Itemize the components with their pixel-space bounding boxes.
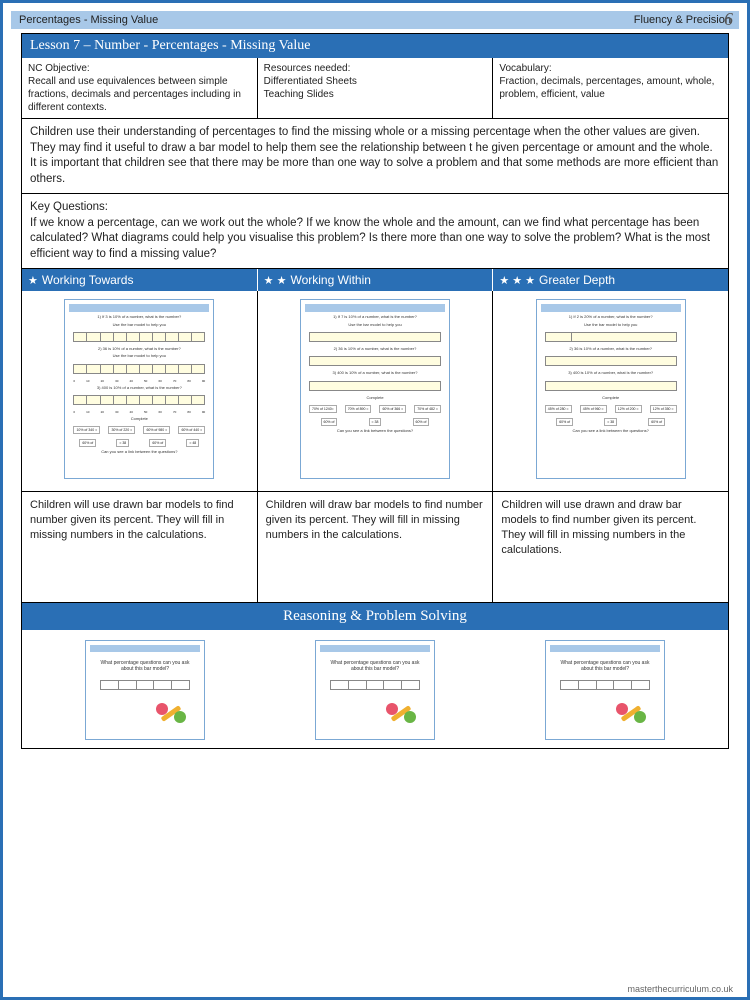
main-paragraph: Children use their understanding of perc… — [22, 119, 728, 194]
ws-complete: Complete — [541, 396, 681, 400]
ws-complete-row: 70% of 1240= 70% of 890 = 60% of 366 = 7… — [305, 405, 445, 413]
ws-bar — [73, 332, 205, 342]
ws-thumb-header — [305, 304, 445, 312]
ws-bar — [73, 395, 205, 405]
rps-q: What percentage questions can you ask ab… — [320, 660, 430, 672]
resources-label: Resources needed: — [264, 62, 487, 75]
vocab-cell: Vocabulary: Fraction, decimals, percenta… — [493, 58, 728, 118]
percent-icon — [156, 703, 186, 723]
ws-thumb-header — [541, 304, 681, 312]
ws-q: 1) If 7 is 10% of a number, what is the … — [305, 315, 445, 319]
nc-text: Recall and use equivalences between simp… — [28, 75, 251, 114]
star-icon: ★ ★ ★ — [499, 274, 535, 287]
worksheet-cell-1: 1) If 3 is 10% of a number, what is the … — [22, 291, 258, 491]
ws-thumb-header — [90, 645, 200, 652]
worksheet-thumb: 1) If 3 is 10% of a number, what is the … — [64, 299, 214, 479]
ws-bar — [545, 332, 677, 342]
ws-complete-row: 60% of = 38 60% of — [305, 418, 445, 426]
ws-bar — [545, 381, 677, 391]
ws-bar — [545, 356, 677, 366]
star-icon: ★ — [28, 274, 38, 287]
worksheet-cell-3: 1) If 2 is 20% of a number, what is the … — [493, 291, 728, 491]
header-bar: Percentages - Missing Value Fluency & Pr… — [11, 11, 739, 29]
worksheet-thumbs-row: 1) If 3 is 10% of a number, what is the … — [22, 291, 728, 492]
desc-towards: Children will use drawn bar models to fi… — [22, 492, 258, 602]
desc-depth: Children will use drawn and draw bar mod… — [493, 492, 728, 602]
ws-bar — [73, 364, 205, 374]
rps-q: What percentage questions can you ask ab… — [550, 660, 660, 672]
footer: masterthecurriculum.co.uk — [627, 984, 733, 994]
ws-q: Use the bar model to help you — [305, 323, 445, 327]
ws-q: 3) 400 is 10% of a number, what is the n… — [541, 371, 681, 375]
ws-complete-row: 60% of = 38 60% of = 48 — [69, 439, 209, 447]
kq-label: Key Questions: — [30, 200, 720, 216]
rps-thumbs-row: What percentage questions can you ask ab… — [22, 630, 728, 748]
ws-q: 3) 400 is 10% of a number, what is the n… — [69, 386, 209, 390]
rps-thumb: What percentage questions can you ask ab… — [85, 640, 205, 740]
rps-bar — [330, 680, 420, 690]
ws-q: Use the bar model to help you — [69, 323, 209, 327]
diff-header-within: ★ ★ Working Within — [258, 269, 494, 291]
resources-cell: Resources needed: Differentiated Sheets … — [258, 58, 494, 118]
kq-text: If we know a percentage, can we work out… — [30, 216, 720, 263]
ws-q: 2) 36 is 10% of a number, what is the nu… — [305, 347, 445, 351]
ws-thumb-header — [320, 645, 430, 652]
star-icon: ★ ★ — [264, 274, 287, 287]
vocab-text: Fraction, decimals, percentages, amount,… — [499, 75, 722, 101]
rps-thumb: What percentage questions can you ask ab… — [315, 640, 435, 740]
ws-thumb-header — [69, 304, 209, 312]
ws-bar — [309, 332, 441, 342]
worksheet-cell-2: 1) If 7 is 10% of a number, what is the … — [258, 291, 494, 491]
rps-thumb: What percentage questions can you ask ab… — [545, 640, 665, 740]
ws-q: Use the bar model to help you — [541, 323, 681, 327]
ws-q: 2) 36 is 10% of a number, what is the nu… — [541, 347, 681, 351]
ws-complete-row: 60% of = 38 60% of — [541, 418, 681, 426]
ws-q: 1) If 2 is 20% of a number, what is the … — [541, 315, 681, 319]
rps-bar — [560, 680, 650, 690]
ws-bottom: Can you see a link between the questions… — [305, 429, 445, 433]
worksheet-thumb: 1) If 7 is 10% of a number, what is the … — [300, 299, 450, 479]
diff-label: Greater Depth — [539, 273, 615, 287]
ws-bottom: Can you see a link between the questions… — [69, 450, 209, 454]
ws-q: Use the bar model to help you — [69, 354, 209, 358]
page-number: 6 — [724, 9, 733, 30]
vocab-label: Vocabulary: — [499, 62, 722, 75]
rps-header: Reasoning & Problem Solving — [22, 603, 728, 630]
desc-within: Children will draw bar models to find nu… — [258, 492, 494, 602]
objectives-row: NC Objective: Recall and use equivalence… — [22, 58, 728, 119]
worksheet-thumb: 1) If 2 is 20% of a number, what is the … — [536, 299, 686, 479]
ws-complete: Complete — [305, 396, 445, 400]
ws-bottom: Can you see a link between the questions… — [541, 429, 681, 433]
diff-label: Working Within — [290, 273, 370, 287]
key-questions: Key Questions: If we know a percentage, … — [22, 194, 728, 269]
percent-icon — [386, 703, 416, 723]
nc-label: NC Objective: — [28, 62, 251, 75]
ws-complete: Complete — [69, 417, 209, 421]
ws-q: 1) If 3 is 10% of a number, what is the … — [69, 315, 209, 319]
ws-bar — [309, 381, 441, 391]
descriptions-row: Children will use drawn bar models to fi… — [22, 492, 728, 603]
ws-bar — [309, 356, 441, 366]
rps-q: What percentage questions can you ask ab… — [90, 660, 200, 672]
diff-header-row: ★ Working Towards ★ ★ Working Within ★ ★… — [22, 269, 728, 291]
diff-label: Working Towards — [42, 273, 134, 287]
header-left: Percentages - Missing Value — [19, 14, 158, 26]
ws-complete-row: 10% of 340 = 30% of 220 = 60% of 980 = 6… — [69, 426, 209, 434]
ws-q: 2) 36 is 10% of a number, what is the nu… — [69, 347, 209, 351]
ws-q: 3) 400 is 10% of a number, what is the n… — [305, 371, 445, 375]
resources-text: Differentiated Sheets Teaching Slides — [264, 75, 487, 101]
main-content: Lesson 7 – Number - Percentages - Missin… — [21, 33, 729, 749]
ws-ticks: 0102030405060708090 — [69, 379, 209, 383]
ws-thumb-header — [550, 645, 660, 652]
rps-bar — [100, 680, 190, 690]
header-right: Fluency & Precision — [634, 14, 731, 26]
diff-header-towards: ★ Working Towards — [22, 269, 258, 291]
nc-objective-cell: NC Objective: Recall and use equivalence… — [22, 58, 258, 118]
lesson-title: Lesson 7 – Number - Percentages - Missin… — [22, 34, 728, 58]
percent-icon — [616, 703, 646, 723]
diff-header-depth: ★ ★ ★ Greater Depth — [493, 269, 728, 291]
ws-complete-row: 45% of 280 = 45% of 960 = 12% of 200 = 1… — [541, 405, 681, 413]
ws-ticks: 0102030405060708090 — [69, 410, 209, 414]
